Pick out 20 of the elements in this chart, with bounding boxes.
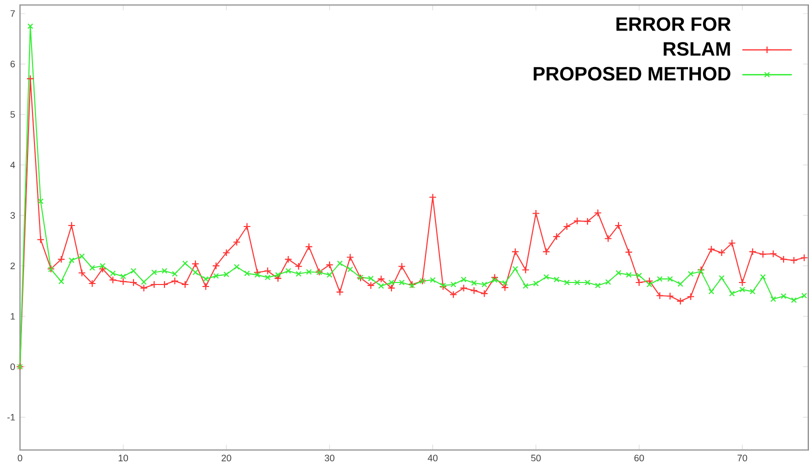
y-tick-label: 3 [10,212,15,219]
y-tick-label: 1 [10,313,15,320]
legend-label: RSLAM [664,42,730,56]
y-tick-label: -1 [7,414,15,420]
x-tick-label: 50 [531,454,541,462]
y-tick-label: 4 [10,162,16,168]
x-tick-label: 10 [118,454,128,462]
y-tick-label: 7 [10,10,15,17]
x-tick-label: 60 [634,454,644,462]
legend-label: PROPOSED METHOD [534,66,730,81]
y-tick-label: 5 [10,111,15,118]
x-tick-label: 20 [222,454,232,462]
x-tick-label: 40 [428,454,438,462]
y-tick-label: 6 [10,60,15,68]
x-tick-label: 30 [324,454,334,462]
x-tick-label: 70 [738,454,748,462]
x-tick-label: 0 [18,454,22,462]
legend-title: ERROR FOR [616,17,731,31]
y-tick-label: 2 [10,262,15,270]
y-tick-label: 0 [10,363,15,370]
